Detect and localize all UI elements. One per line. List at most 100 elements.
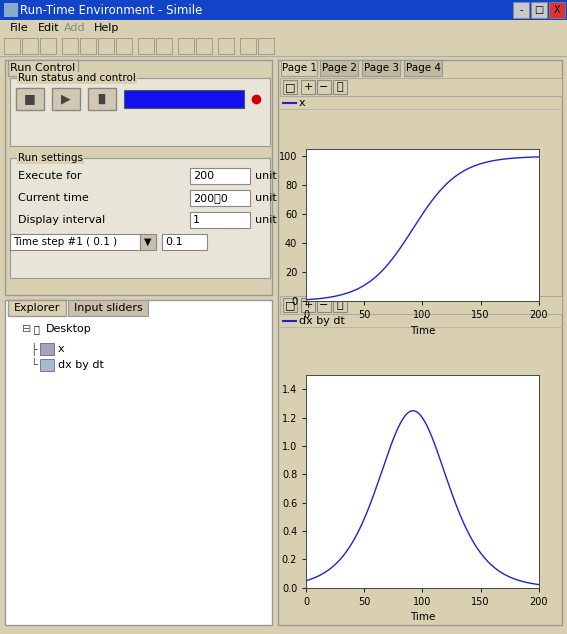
Text: 📋: 📋 xyxy=(337,300,343,310)
Bar xyxy=(283,80,297,94)
Text: □: □ xyxy=(285,82,295,92)
Text: ▶: ▶ xyxy=(61,93,71,105)
Bar xyxy=(317,80,331,94)
Bar xyxy=(4,3,18,17)
Bar xyxy=(301,298,315,312)
Bar xyxy=(283,298,297,312)
Text: dx by dt: dx by dt xyxy=(299,316,345,326)
Text: Desktop: Desktop xyxy=(46,324,92,334)
Bar xyxy=(333,80,347,94)
Bar xyxy=(196,38,212,54)
Bar xyxy=(156,38,172,54)
Text: ▐▌: ▐▌ xyxy=(95,94,109,104)
Text: −: − xyxy=(319,300,329,310)
Bar xyxy=(513,2,529,18)
Bar xyxy=(40,38,56,54)
Text: X: X xyxy=(554,5,560,15)
Text: ├: ├ xyxy=(30,342,37,356)
Text: dx by dt: dx by dt xyxy=(58,360,104,370)
Bar xyxy=(8,60,78,76)
Text: □: □ xyxy=(534,5,544,15)
Bar xyxy=(333,298,347,312)
Bar xyxy=(62,38,78,54)
Text: ▼: ▼ xyxy=(144,237,152,247)
Bar xyxy=(278,60,562,625)
Text: unit: unit xyxy=(255,193,277,203)
Bar xyxy=(281,60,317,76)
Bar xyxy=(404,60,442,76)
Text: Page 3: Page 3 xyxy=(363,63,399,73)
Bar xyxy=(240,38,256,54)
Text: Run Control: Run Control xyxy=(10,63,75,73)
Text: File: File xyxy=(10,23,29,33)
Bar xyxy=(190,212,250,228)
Bar xyxy=(4,38,20,54)
Text: Input sliders: Input sliders xyxy=(74,303,142,313)
Bar xyxy=(5,300,272,625)
Bar xyxy=(98,38,114,54)
Text: Run status and control: Run status and control xyxy=(18,73,136,83)
Bar xyxy=(40,359,54,371)
Text: Run settings: Run settings xyxy=(18,153,83,163)
Bar xyxy=(10,78,270,146)
Text: ■: ■ xyxy=(24,93,36,105)
Bar xyxy=(320,60,358,76)
Bar xyxy=(80,38,96,54)
Text: Page 1: Page 1 xyxy=(281,63,316,73)
Text: x: x xyxy=(58,344,65,354)
Text: □: □ xyxy=(285,300,295,310)
Bar xyxy=(190,168,250,184)
Text: Edit: Edit xyxy=(38,23,60,33)
X-axis label: Time: Time xyxy=(410,326,435,336)
Bar xyxy=(531,2,547,18)
Text: 200: 200 xyxy=(193,171,214,181)
Text: Page 2: Page 2 xyxy=(321,63,357,73)
Text: Help: Help xyxy=(94,23,120,33)
Text: 0.1: 0.1 xyxy=(165,237,183,247)
Text: Explorer: Explorer xyxy=(14,303,60,313)
Text: Add: Add xyxy=(64,23,86,33)
Bar xyxy=(52,88,80,110)
Bar xyxy=(88,88,116,110)
Bar xyxy=(280,296,562,314)
Bar xyxy=(280,78,562,96)
Text: 🖥: 🖥 xyxy=(34,324,40,334)
Bar xyxy=(10,234,140,250)
Bar xyxy=(138,38,154,54)
Text: 200⏐0: 200⏐0 xyxy=(193,193,228,203)
Bar xyxy=(8,300,66,316)
Bar xyxy=(190,190,250,206)
Text: +: + xyxy=(303,300,312,310)
Text: Current time: Current time xyxy=(18,193,89,203)
Bar xyxy=(162,234,207,250)
Bar xyxy=(178,38,194,54)
Text: Page 4: Page 4 xyxy=(405,63,441,73)
Text: Display interval: Display interval xyxy=(18,215,105,225)
Bar xyxy=(16,88,44,110)
Text: 1: 1 xyxy=(193,215,200,225)
Text: Run-Time Environment - Simile: Run-Time Environment - Simile xyxy=(20,4,202,16)
Bar xyxy=(549,2,565,18)
Bar xyxy=(140,234,156,250)
Bar xyxy=(0,20,567,36)
Bar xyxy=(124,90,244,108)
Bar xyxy=(317,298,331,312)
Bar xyxy=(362,60,400,76)
Bar xyxy=(258,38,274,54)
Text: −: − xyxy=(319,82,329,92)
Text: unit: unit xyxy=(255,171,277,181)
Bar xyxy=(5,60,272,295)
Bar xyxy=(68,300,148,316)
Text: └: └ xyxy=(30,360,37,370)
Bar xyxy=(10,158,270,278)
Text: x: x xyxy=(299,98,306,108)
Text: ⊟: ⊟ xyxy=(22,324,31,334)
Bar xyxy=(218,38,234,54)
Bar xyxy=(40,343,54,355)
Bar xyxy=(116,38,132,54)
Bar xyxy=(22,38,38,54)
X-axis label: Time: Time xyxy=(410,612,435,623)
Text: +: + xyxy=(303,82,312,92)
Bar xyxy=(301,80,315,94)
Text: Execute for: Execute for xyxy=(18,171,82,181)
